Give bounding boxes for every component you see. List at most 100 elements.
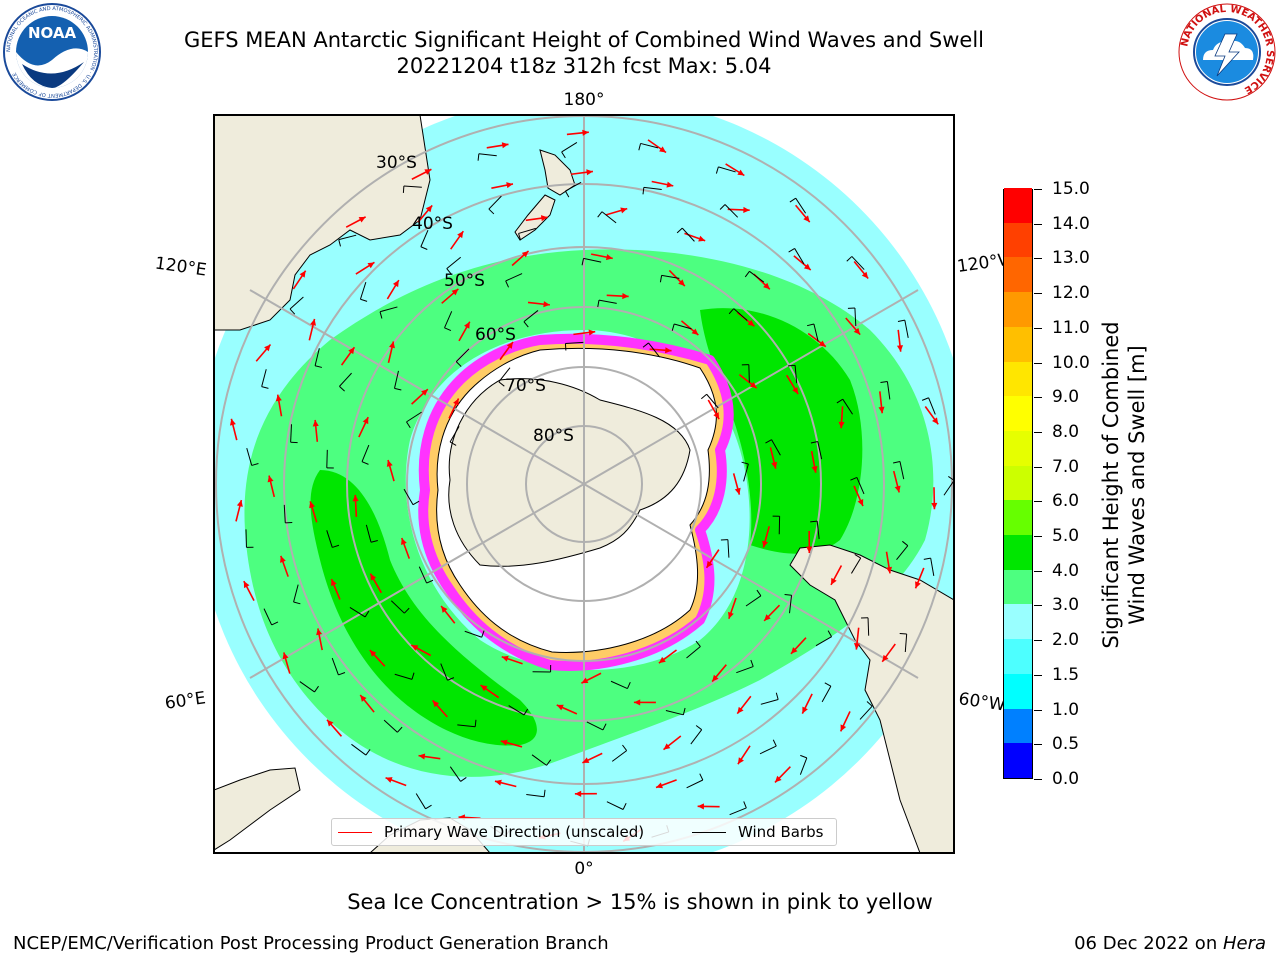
wave-arrow-head xyxy=(775,775,782,783)
wave-arrow-head xyxy=(418,753,426,760)
wave-arrow-head xyxy=(424,169,432,175)
wind-barb-staff xyxy=(531,754,547,766)
colorbar-tick-mark xyxy=(1034,674,1042,676)
wind-barb-staff xyxy=(331,657,339,676)
wind-barb-staff xyxy=(326,530,333,548)
wind-barb-flag xyxy=(396,726,403,733)
wave-arrow-head xyxy=(853,327,861,335)
wind-barb-flag xyxy=(597,211,603,218)
wind-barb-staff xyxy=(867,617,870,636)
wave-arrow-head xyxy=(581,677,589,684)
wave-arrow-head xyxy=(838,421,845,429)
lat-label-50s: 50°S xyxy=(444,271,485,291)
wind-barb-staff xyxy=(418,566,428,584)
colorbar-bin xyxy=(1004,499,1032,536)
wave-arrow-head xyxy=(352,494,359,502)
map-frame xyxy=(213,114,955,854)
wave-arrow-head xyxy=(743,206,750,213)
lon-label-180: 180° xyxy=(564,90,605,110)
wind-barb-flag xyxy=(750,659,754,667)
wind-barb-staff xyxy=(674,323,692,330)
wave-arrow-head xyxy=(802,706,808,714)
wind-barb-flag xyxy=(546,759,552,766)
wind-barb-staff xyxy=(733,308,748,321)
wind-barb-flag xyxy=(897,319,905,322)
lon-label-60w: 60°W xyxy=(957,689,1006,715)
wind-barb-staff xyxy=(928,397,936,415)
colorbar-tick-label: 14.0 xyxy=(1052,213,1090,234)
colorbar-tick-label: 7.0 xyxy=(1052,456,1080,477)
wind-barb-flag xyxy=(314,685,319,693)
wave-arrow-head xyxy=(840,724,847,732)
wind-barb-staff xyxy=(299,681,315,693)
wind-barb-staff xyxy=(661,274,680,279)
lat-label-70s: 70°S xyxy=(505,376,546,396)
wave-arrow-head xyxy=(348,347,355,355)
wind-barb-staff xyxy=(455,348,470,362)
wind-barb-flag xyxy=(744,271,750,278)
wave-arrow-head xyxy=(792,387,799,395)
wave-arrow-head xyxy=(771,461,778,469)
wave-arrow-head xyxy=(229,418,236,426)
wind-barb-staff xyxy=(290,424,292,443)
wind-barb-staff xyxy=(449,766,462,782)
wind-barb-flag xyxy=(477,153,480,161)
wind-barb-flag xyxy=(810,441,818,444)
colorbar-bin xyxy=(1004,708,1032,744)
wind-barb-flag xyxy=(695,725,703,731)
wind-barb-staff xyxy=(601,211,617,224)
lon-label-0: 0° xyxy=(574,859,593,879)
wave-arrow-head xyxy=(421,389,428,396)
wind-barb-staff xyxy=(440,663,448,681)
colorbar-tick-label: 5.0 xyxy=(1052,526,1080,547)
wind-barb-flag xyxy=(597,300,600,308)
wave-arrow-head xyxy=(712,674,719,682)
wind-barb-staff xyxy=(289,296,304,310)
wind-barb-flag xyxy=(364,610,370,618)
wave-arrow-head xyxy=(275,394,282,402)
wave-arrow-head xyxy=(243,581,250,589)
wind-barb-staff xyxy=(690,729,703,745)
wind-barb-staff xyxy=(406,411,422,423)
wind-barb-staff xyxy=(665,709,684,716)
wind-barb-flag xyxy=(671,323,675,331)
wind-barb-flag xyxy=(412,500,420,506)
footer-credit: NCEP/EMC/Verification Post Processing Pr… xyxy=(13,933,609,954)
wind-barb-flag xyxy=(251,463,259,466)
wind-barb-flag xyxy=(923,557,931,560)
wind-barb-flag xyxy=(314,365,323,368)
wave-arrow-head xyxy=(441,605,448,613)
wave-arrow-head xyxy=(521,250,529,258)
wind-barb-staff xyxy=(314,348,320,366)
wind-barb-staff xyxy=(854,307,857,326)
wave-arrow-head xyxy=(882,654,889,662)
wave-arrow-head xyxy=(896,345,904,352)
wind-barb-flag xyxy=(447,677,455,681)
wind-barb-flag xyxy=(425,804,432,810)
wind-barb-staff xyxy=(943,480,954,496)
wave-arrow-head xyxy=(453,398,459,406)
wind-barb-flag xyxy=(361,461,369,465)
wind-barb-flag xyxy=(659,275,663,283)
colorbar-tick-mark xyxy=(1034,327,1042,329)
wave-arrow-head xyxy=(728,611,734,619)
wind-barb-staff xyxy=(850,557,862,574)
wind-barb-staff xyxy=(851,256,865,270)
wave-arrow-head xyxy=(506,341,513,349)
wave-arrow-head xyxy=(264,344,271,352)
wind-barb-staff xyxy=(606,801,624,810)
wave-arrow-head xyxy=(886,566,893,574)
wind-barb-flag xyxy=(788,248,795,253)
wind-barb-flag xyxy=(638,143,642,151)
noaa-logo: NOAA NATIONAL OCEANIC AND ATMOSPHERIC AD… xyxy=(3,3,101,101)
footer-date: 06 Dec 2022 on Hera xyxy=(1074,933,1266,954)
wave-arrow-head xyxy=(582,757,590,763)
wind-barb-flag xyxy=(411,672,415,680)
wave-arrow-head xyxy=(763,282,770,290)
footer-date-text: 06 Dec 2022 on xyxy=(1074,933,1223,954)
wave-arrow-head xyxy=(457,231,464,239)
wave-arrow-head xyxy=(309,501,315,509)
wind-barb-staff xyxy=(283,504,286,523)
wind-barb-staff xyxy=(508,705,525,716)
colorbar-tick-label: 0.0 xyxy=(1052,769,1080,789)
